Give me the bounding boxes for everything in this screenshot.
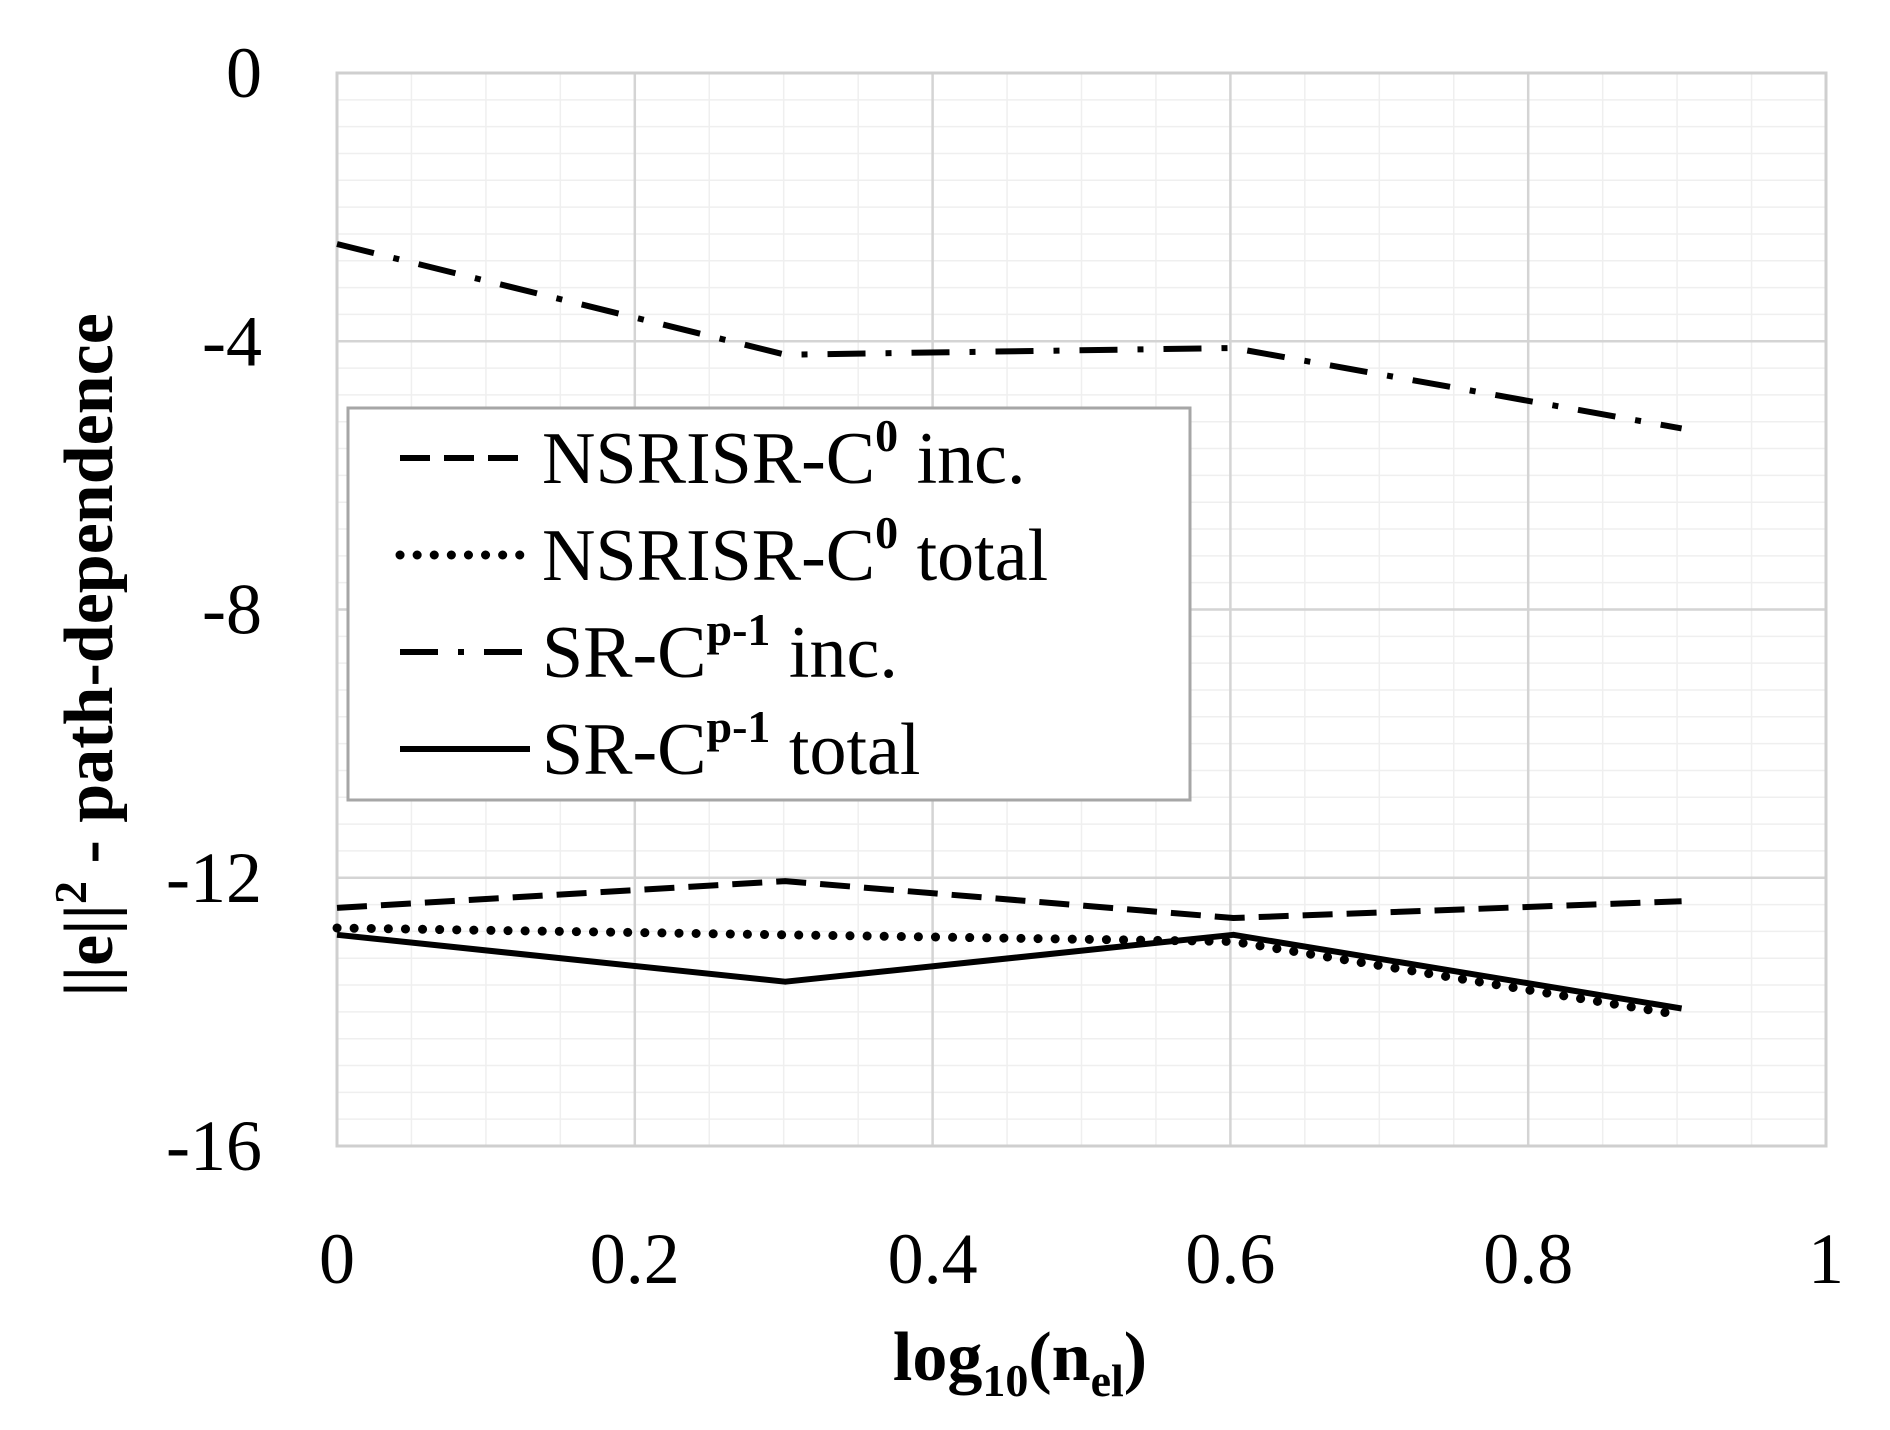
y-axis-title: ||e||2 - path-dependence: [45, 313, 128, 997]
x-axis-title: log10(nel): [893, 1319, 1147, 1406]
legend-label-sr-cp1-total: SR-Cp-1 total: [542, 701, 920, 791]
legend-label-sr-cp1-inc: SR-Cp-1 inc.: [542, 604, 898, 694]
x-tick-label: 0.2: [590, 1219, 680, 1299]
legend-box: [346, 406, 1192, 802]
series-line-dashdot: [336, 241, 1683, 432]
x-tick-label: 0: [319, 1219, 355, 1299]
plot-frame: [335, 71, 1828, 1148]
x-tick-label: 0.6: [1185, 1219, 1275, 1299]
legend-label-nsrisr-c0-total: NSRISR-C0 total: [542, 507, 1048, 597]
y-tick-label: -12: [166, 838, 262, 918]
series-line-dashed: [336, 878, 1682, 921]
y-tick-label: -8: [202, 570, 262, 650]
y-tick-label: -16: [166, 1106, 262, 1186]
series-line-dotted: [332, 923, 1687, 1020]
series-line-solid: [336, 931, 1683, 1012]
x-tick-label: 0.4: [888, 1219, 978, 1299]
legend: NSRISR-C0 inc. NSRISR-C0 total SR-Cp-1 i…: [346, 406, 1192, 802]
series-layer: [332, 241, 1687, 1020]
y-tick-label: 0: [226, 33, 262, 113]
y-tick-labels: 0 -4 -8 -12 -16: [166, 33, 262, 1186]
x-tick-labels: 0 0.2 0.4 0.6 0.8 1: [319, 1219, 1844, 1299]
x-tick-label: 0.8: [1483, 1219, 1573, 1299]
x-tick-label: 1: [1808, 1219, 1844, 1299]
y-tick-label: -4: [202, 301, 262, 381]
legend-label-nsrisr-c0-inc: NSRISR-C0 inc.: [542, 410, 1026, 500]
